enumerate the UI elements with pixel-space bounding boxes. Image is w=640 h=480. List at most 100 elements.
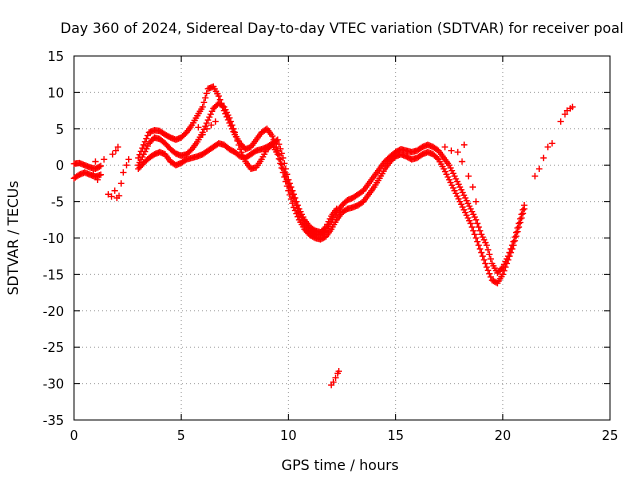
data-point (487, 255, 494, 263)
data-point (282, 165, 289, 173)
data-point (274, 136, 281, 143)
chart-title: Day 360 of 2024, Sidereal Day-to-day VTE… (60, 21, 623, 37)
data-point (321, 225, 328, 232)
data-point (204, 116, 212, 124)
data-point (226, 119, 233, 127)
data-point (486, 270, 493, 277)
data-point (521, 202, 528, 209)
data-point (203, 119, 210, 127)
data-point (484, 246, 492, 254)
data-point (569, 103, 576, 111)
data-point (486, 251, 493, 258)
data-point (515, 220, 523, 227)
data-point (199, 131, 206, 138)
data-point (222, 110, 229, 117)
data-point (281, 160, 288, 167)
data-point (518, 211, 525, 218)
data-point (479, 253, 486, 260)
data-point (137, 148, 145, 155)
y-tick-label: -35 (43, 414, 64, 429)
data-point (513, 229, 520, 236)
data-point (540, 154, 547, 162)
data-point (123, 162, 130, 169)
data-point (472, 216, 480, 223)
data-point (467, 220, 474, 227)
data-point (335, 368, 342, 375)
data-point (511, 233, 519, 241)
grid-layer (74, 56, 610, 420)
data-point (469, 183, 476, 191)
data-point (285, 176, 292, 183)
data-point (277, 145, 284, 153)
data-point (112, 147, 120, 154)
data-point (499, 271, 506, 278)
y-tick-label: -5 (51, 196, 64, 211)
data-point (283, 171, 291, 178)
x-tick-label: 25 (602, 429, 619, 444)
data-point (143, 135, 150, 142)
data-point (203, 90, 210, 97)
data-point (561, 111, 569, 118)
data-point (223, 113, 230, 120)
data-point (109, 151, 116, 158)
y-tick-label: -20 (43, 305, 64, 320)
data-point (202, 94, 209, 102)
data-point (482, 260, 489, 267)
data-point (206, 113, 213, 121)
data-point (203, 125, 211, 132)
data-point (291, 194, 299, 202)
data-point (474, 220, 481, 227)
data-point (458, 158, 466, 165)
data-point (483, 242, 490, 249)
data-point (105, 191, 112, 198)
y-tick-label: 5 (56, 123, 64, 138)
data-point (433, 154, 441, 162)
data-point (519, 206, 527, 213)
data-point (269, 132, 276, 140)
x-tick-label: 15 (387, 429, 404, 444)
data-point (474, 238, 481, 245)
data-point (228, 125, 236, 132)
data-point (476, 227, 484, 234)
tick-layer: 0 5 10 15 20 25 15 10 5 0 -5 -10 -15 -20 -25 -30 -35 (43, 50, 619, 444)
x-tick-label: 20 (495, 429, 512, 444)
data-point (279, 154, 287, 162)
data-point (275, 141, 283, 148)
data-point (487, 273, 494, 281)
x-axis-title: GPS time / hours (281, 458, 398, 474)
data-point (484, 267, 492, 274)
data-point (454, 148, 461, 156)
y-tick-label: -10 (43, 232, 64, 247)
data-point (114, 143, 122, 151)
data-point (97, 171, 104, 178)
data-point (544, 143, 552, 151)
data-point (92, 158, 99, 165)
x-tick-label: 5 (177, 429, 185, 444)
data-point (120, 169, 127, 176)
data-point (220, 107, 228, 114)
data-point (548, 140, 556, 147)
data-point (200, 99, 208, 106)
data-point (136, 151, 143, 158)
data-point (510, 238, 517, 245)
data-point (468, 223, 476, 231)
data-point (227, 122, 234, 130)
data-point (557, 118, 564, 125)
y-tick-label: 15 (47, 50, 64, 65)
data-point (208, 121, 215, 129)
data-point (441, 143, 449, 151)
data-point (230, 128, 237, 135)
data-point (289, 187, 296, 194)
data-point (195, 124, 202, 131)
data-point (465, 172, 472, 180)
data-point (531, 172, 539, 180)
y-axis-title: SDTVAR / TECUs (6, 181, 22, 296)
data-point (330, 378, 337, 386)
data-point (448, 147, 455, 154)
data-point (218, 100, 225, 107)
data-point (472, 198, 480, 205)
data-point (207, 111, 214, 118)
data-point (476, 245, 484, 253)
data-point (461, 141, 468, 149)
